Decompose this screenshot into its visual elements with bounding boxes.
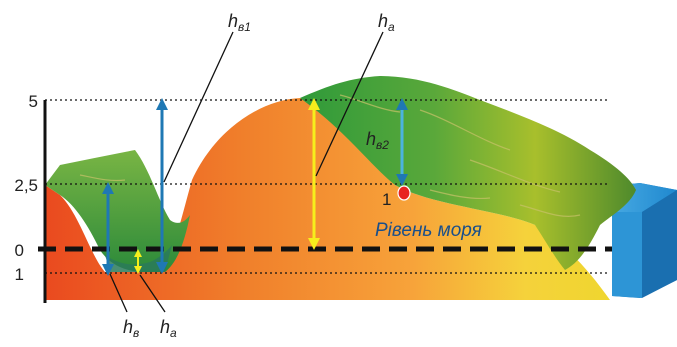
- label-h-v1: hв1: [228, 11, 251, 34]
- point-1-marker: [397, 185, 411, 201]
- right-hill-surface: [300, 76, 636, 270]
- label-h-a-bottom: hа: [160, 317, 177, 340]
- label-h-v2: hв2: [366, 129, 389, 152]
- hill-contours: [79, 94, 581, 217]
- tick-5: 5: [29, 92, 38, 111]
- reference-lines: [45, 99, 608, 274]
- tick-2_5: 2,5: [14, 176, 38, 195]
- label-h-v-bottom: hв: [123, 317, 139, 340]
- left-hill-surface: [45, 150, 190, 272]
- leader-lines: [109, 31, 384, 313]
- sea-level-label: Рівень моря: [375, 220, 482, 241]
- tick-0: 0: [15, 241, 24, 260]
- tick-minus1: 1: [15, 265, 24, 284]
- point-1-label: 1: [382, 190, 391, 209]
- label-h-a-top: hа: [378, 11, 395, 34]
- valley-river: [105, 245, 172, 272]
